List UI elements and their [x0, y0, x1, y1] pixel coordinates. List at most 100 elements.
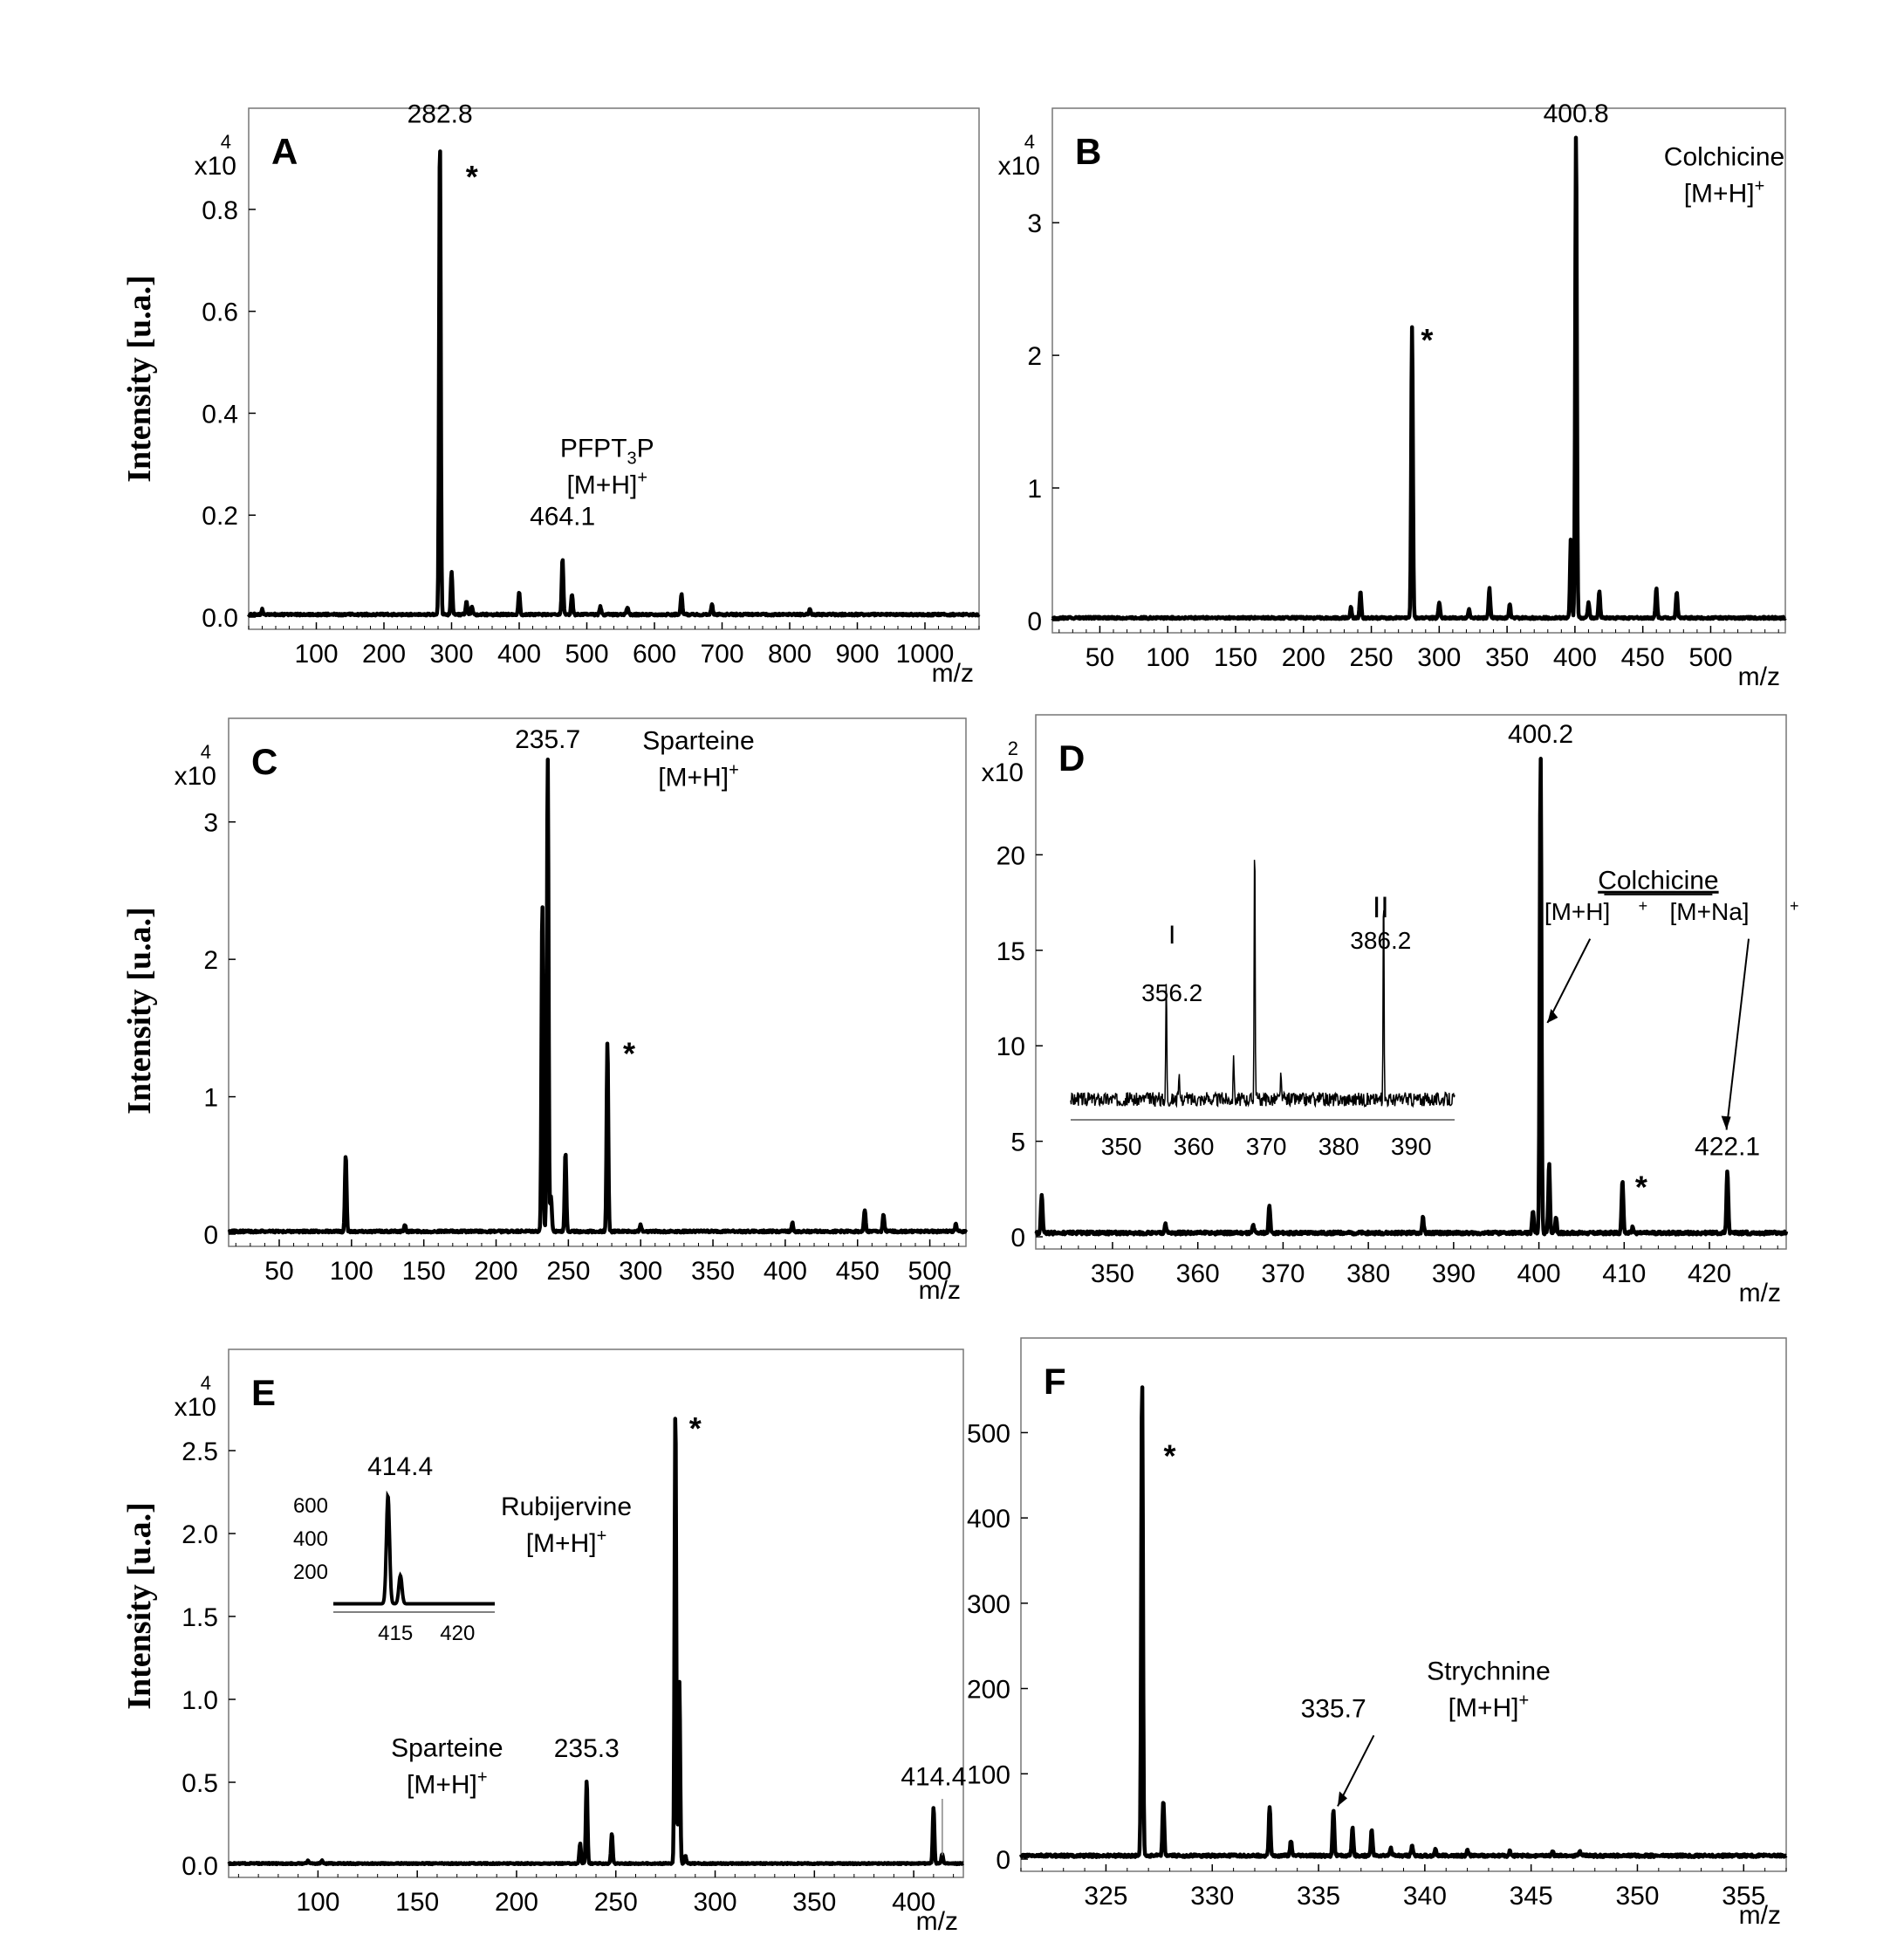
x-tick-label-e: 400: [892, 1888, 935, 1917]
y-tick-label-f: 400: [967, 1505, 1010, 1534]
y-tick-label-d: 20: [997, 841, 1025, 870]
x-tick-label-b: 150: [1214, 643, 1257, 672]
inset-peak-label-e: 414.4: [367, 1452, 433, 1481]
panel-frame-e: [228, 1348, 964, 1878]
inset-x-tick-label-d: 360: [1174, 1133, 1215, 1160]
inset-compound-name-e: Rubijervine: [501, 1493, 632, 1521]
arrow-line-mna-d: [1725, 938, 1750, 1130]
x-tick-label-a: 100: [294, 640, 338, 669]
y-multiplier-exponent-a: 4: [221, 131, 231, 153]
panel-letter-a: A: [271, 131, 298, 172]
x-tick-label-e: 100: [296, 1888, 339, 1917]
spectrum-trace-d: [1034, 757, 1789, 1237]
y-tick-label-f: 100: [967, 1760, 1010, 1789]
x-tick-label-b: 300: [1417, 643, 1461, 672]
peak-label-b: 400.8: [1544, 100, 1609, 128]
y-multiplier-exponent-c: 4: [201, 741, 211, 763]
inset-trace-d: [1070, 860, 1455, 1108]
y-tick-label-f: 500: [967, 1419, 1010, 1448]
x-axis-unit-f: m/z: [1739, 1901, 1781, 1930]
asterisk-marker-c: *: [623, 1035, 635, 1071]
panel-frame-f: [1020, 1337, 1787, 1872]
y-tick-label-f: 0: [996, 1846, 1010, 1875]
x-tick-label-f: 325: [1084, 1882, 1127, 1911]
panel-frame-d: [1035, 714, 1787, 1250]
inset-x-tick-label-e: 420: [440, 1622, 475, 1645]
x-tick-label-f: 330: [1190, 1882, 1234, 1911]
y-axis-label-top: Intensity [u.a.]: [121, 275, 158, 483]
compound-ion-c: [M+H]+: [658, 761, 739, 793]
inset-peak-label-386: 386.2: [1350, 927, 1411, 954]
spectrum-trace-c: [227, 757, 969, 1235]
compound-ion-e: [M+H]+: [407, 1768, 488, 1800]
x-axis-unit-c: m/z: [919, 1276, 961, 1305]
y-tick-label-a: 0.0: [202, 604, 238, 633]
x-tick-label-b: 400: [1553, 643, 1597, 672]
x-tick-label-f: 350: [1615, 1882, 1659, 1911]
x-tick-label-b: 50: [1086, 643, 1114, 672]
x-tick-label-a: 300: [429, 640, 473, 669]
inset-y-tick-label-e: 400: [293, 1527, 328, 1551]
x-tick-label-a: 800: [768, 640, 812, 669]
y-tick-label-c: 3: [203, 809, 218, 838]
x-tick-label-e: 200: [495, 1888, 538, 1917]
panel-e-spectrum: 100 150 200 250 300 350 400m/z0.00.51.01.52.02…: [175, 1348, 966, 1936]
y-tick-label-b: 0: [1027, 607, 1042, 636]
x-axis-unit-b: m/z: [1738, 662, 1780, 691]
x-tick-label-d: 360: [1176, 1259, 1220, 1288]
y-tick-label-a: 0.8: [202, 196, 238, 225]
y-multiplier-a: x10: [195, 152, 236, 181]
x-tick-label-e: 300: [694, 1888, 737, 1917]
x-tick-label-a: 700: [700, 640, 743, 669]
x-tick-label-c: 300: [619, 1257, 662, 1286]
arrow-line-mh-d: [1546, 938, 1592, 1024]
panel-letter-c: C: [251, 741, 277, 782]
inset-x-tick-label-d: 350: [1101, 1133, 1142, 1160]
arrow-head-mna-d: [1721, 1115, 1731, 1130]
x-tick-label-f: 345: [1510, 1882, 1553, 1911]
y-multiplier-exponent-d: 2: [1008, 738, 1018, 759]
x-tick-label-f: 355: [1722, 1882, 1765, 1911]
asterisk-marker-f: *: [1164, 1438, 1176, 1474]
x-tick-label-d: 420: [1688, 1259, 1731, 1288]
y-tick-label-e: 1.0: [181, 1686, 218, 1715]
x-tick-label-e: 150: [395, 1888, 439, 1917]
ion-label-mh-d: [M+H]: [1544, 898, 1610, 925]
y-tick-label-d: 15: [997, 937, 1025, 966]
y-tick-label-d: 10: [997, 1033, 1025, 1061]
y-multiplier-exponent-b: 4: [1024, 131, 1035, 153]
x-tick-label-d: 400: [1517, 1259, 1561, 1288]
panel-letter-f: F: [1044, 1361, 1066, 1402]
x-tick-label-b: 250: [1350, 643, 1394, 672]
x-tick-label-c: 350: [691, 1257, 735, 1286]
y-tick-label-a: 0.6: [202, 299, 238, 327]
spectrum-trace-e: [227, 1417, 965, 1867]
x-tick-label-d: 390: [1432, 1259, 1476, 1288]
peak-label-e: 235.3: [554, 1734, 620, 1763]
x-axis-unit-d: m/z: [1739, 1279, 1781, 1307]
x-tick-label-c: 100: [330, 1257, 373, 1286]
peak-label-f: 335.7: [1301, 1695, 1366, 1724]
panel-frame-b: [1051, 107, 1786, 634]
ion-label-mna-d: [M+Na]: [1670, 898, 1750, 925]
asterisk-marker-e: *: [689, 1410, 702, 1446]
y-axis-label-bottom: Intensity [u.a.]: [121, 1502, 158, 1710]
y-tick-label-f: 200: [967, 1676, 1010, 1705]
peak-label-a: 464.1: [530, 503, 595, 532]
peak-label-c: 235.7: [515, 725, 580, 754]
x-tick-label-c: 450: [836, 1257, 880, 1286]
x-tick-label-a: 200: [362, 640, 406, 669]
x-tick-label-b: 350: [1485, 643, 1529, 672]
inset-peak-roman-ii: II: [1373, 891, 1389, 924]
inset-peak-label-356: 356.2: [1141, 979, 1202, 1006]
panel-letter-b: B: [1075, 131, 1101, 172]
panel-letter-d: D: [1058, 738, 1085, 779]
spectrum-trace-a: [247, 149, 981, 618]
peak-label-d: 400.2: [1508, 720, 1573, 749]
y-tick-label-c: 1: [203, 1084, 218, 1113]
x-tick-label-c: 400: [764, 1257, 807, 1286]
asterisk-marker-d: *: [1635, 1169, 1647, 1204]
compound-name-e: Sparteine: [391, 1734, 503, 1763]
